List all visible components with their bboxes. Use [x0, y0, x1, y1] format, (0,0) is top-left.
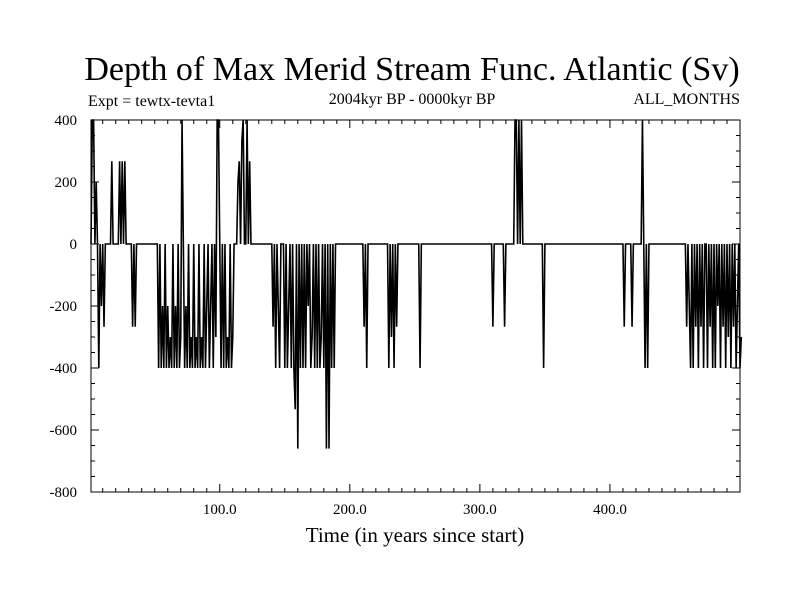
x-tick-label: 300.0 [463, 502, 497, 518]
chart-title: Depth of Max Merid Stream Func. Atlantic… [84, 51, 739, 88]
y-tick-label: -400 [50, 361, 78, 377]
y-tick-label: -200 [50, 299, 78, 315]
x-axis-label: Time (in years since start) [306, 523, 525, 547]
y-tick-label: 400 [55, 113, 78, 129]
plot-frame [90, 119, 741, 493]
time-range-label: 2004kyr BP - 0000kyr BP [329, 91, 496, 108]
months-label: ALL_MONTHS [633, 91, 740, 108]
x-axis-ticks: 100.0 200.0 300.0 400.0 [102, 120, 741, 518]
x-tick-label: 200.0 [333, 502, 367, 518]
experiment-label: Expt = tewtx-tevta1 [88, 93, 215, 110]
y-axis-ticks: 400 200 0 -200 -400 -600 -800 [50, 113, 740, 501]
y-tick-label: -800 [50, 485, 78, 501]
series-line [90, 119, 743, 449]
x-tick-label: 100.0 [203, 502, 237, 518]
y-tick-label: 0 [70, 237, 78, 253]
y-tick-label: -600 [50, 423, 78, 439]
x-tick-label: 400.0 [593, 502, 627, 518]
y-tick-label: 200 [55, 175, 78, 191]
